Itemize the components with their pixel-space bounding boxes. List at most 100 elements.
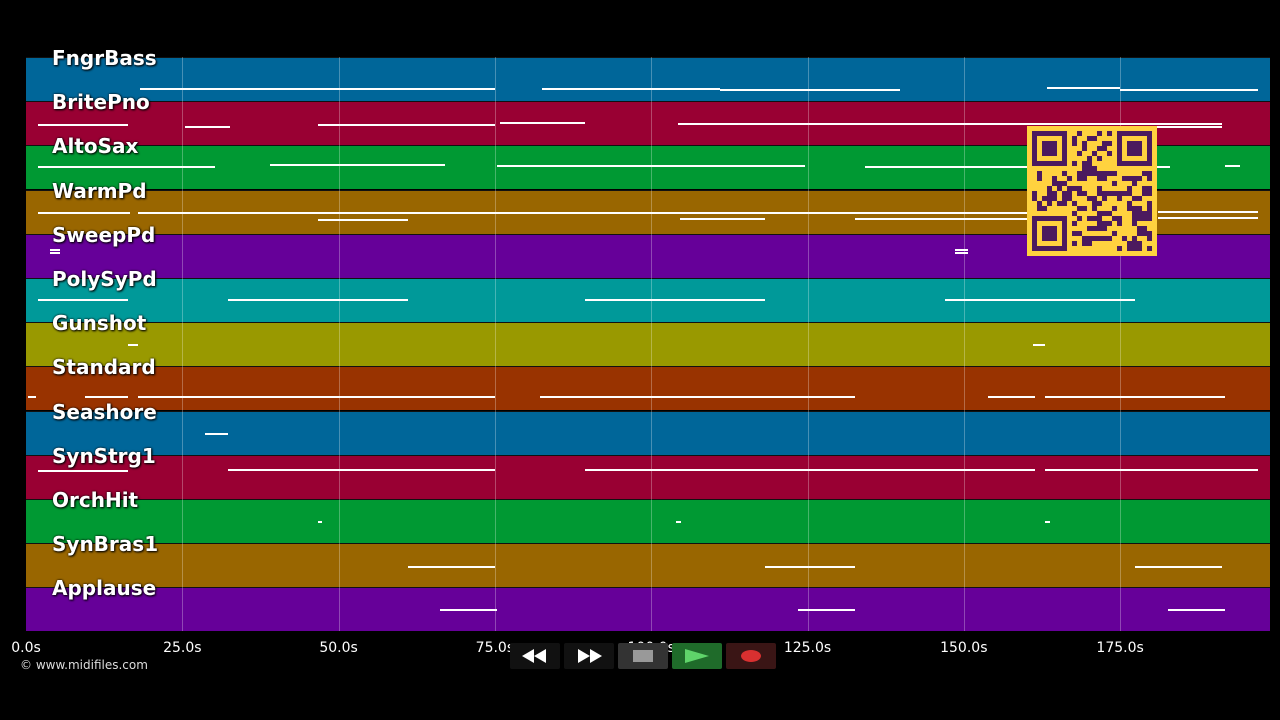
note-stroke [318, 521, 322, 523]
note-stroke [855, 218, 1030, 220]
transport-controls [510, 643, 776, 669]
note-stroke [497, 165, 805, 167]
note-stroke [676, 521, 681, 523]
note-stroke [38, 166, 215, 168]
track-lane-gunshot[interactable] [26, 322, 1270, 367]
track-label: Applause [52, 576, 157, 601]
fast-forward-icon [578, 649, 602, 663]
track-label: SynStrg1 [52, 443, 156, 468]
note-stroke [38, 470, 128, 472]
track-lane-fngrbass[interactable] [26, 57, 1270, 101]
note-stroke [1045, 521, 1050, 523]
note-stroke [28, 396, 36, 398]
note-stroke [1135, 566, 1222, 568]
rewind-icon [522, 649, 546, 663]
note-stroke [955, 252, 968, 254]
note-stroke [1168, 609, 1225, 611]
qr-code-icon [1032, 131, 1152, 251]
note-stroke [408, 566, 495, 568]
play-icon [685, 649, 709, 663]
track-label: AltoSax [52, 134, 139, 159]
note-stroke [798, 609, 855, 611]
track-lane-orchhit[interactable] [26, 499, 1270, 543]
time-tick-label: 75.0s [475, 640, 515, 656]
note-stroke [270, 164, 445, 166]
note-stroke [1045, 469, 1258, 471]
note-stroke [865, 166, 1170, 168]
fast-forward-button[interactable] [564, 643, 614, 669]
note-stroke [1158, 211, 1258, 213]
note-stroke [138, 396, 495, 398]
record-icon [741, 650, 761, 662]
track-label: Gunshot [52, 311, 147, 336]
note-stroke [38, 124, 128, 126]
track-label: Seashore [52, 399, 157, 424]
track-label: PolySyPd [52, 267, 157, 291]
gridline [494, 57, 496, 631]
note-stroke [440, 609, 497, 611]
note-stroke [228, 299, 408, 301]
note-stroke [185, 126, 230, 128]
note-stroke [500, 122, 585, 124]
gridline [182, 57, 184, 631]
track-lane-synbras1[interactable] [26, 543, 1270, 588]
note-stroke [1045, 396, 1225, 398]
play-button[interactable] [672, 643, 722, 669]
gridline [1120, 57, 1122, 631]
time-tick-label: 25.0s [163, 640, 202, 656]
track-lane-standard[interactable] [26, 366, 1270, 411]
gridline [807, 57, 809, 631]
track-lane-synstrg1[interactable] [26, 454, 1270, 499]
qr-code [1027, 126, 1157, 256]
note-stroke [765, 566, 855, 568]
note-stroke [1047, 87, 1120, 89]
record-button[interactable] [726, 643, 776, 669]
note-stroke [955, 249, 968, 251]
copyright-text: © www.midifiles.com [20, 658, 148, 672]
gridline [651, 57, 653, 631]
note-stroke [988, 396, 1035, 398]
note-stroke [1225, 165, 1240, 167]
note-stroke [50, 252, 60, 254]
note-stroke [85, 396, 128, 398]
note-stroke [140, 88, 495, 90]
note-stroke [50, 249, 60, 251]
note-stroke [228, 469, 495, 471]
note-stroke [720, 89, 900, 91]
note-stroke [128, 344, 138, 346]
note-stroke [318, 219, 408, 221]
note-stroke [945, 299, 1135, 301]
track-label: BritePno [52, 90, 150, 115]
gridline [963, 57, 965, 631]
track-label: WarmPd [52, 178, 147, 203]
rewind-button[interactable] [510, 643, 560, 669]
track-label: SweepPd [52, 222, 156, 247]
track-lane-applause[interactable] [26, 587, 1270, 632]
time-tick-label: 50.0s [319, 640, 358, 656]
stop-button[interactable] [618, 643, 668, 669]
note-stroke [680, 218, 765, 220]
track-lane-seashore[interactable] [26, 410, 1270, 455]
stop-icon [633, 650, 653, 662]
note-stroke [1158, 217, 1258, 219]
time-tick-label: 125.0s [783, 640, 832, 656]
note-stroke [38, 212, 130, 214]
note-stroke [38, 299, 128, 301]
track-label: SynBras1 [52, 532, 159, 557]
time-tick-label: 0.0s [11, 640, 41, 656]
note-stroke [678, 123, 1222, 125]
note-stroke [205, 433, 228, 435]
note-stroke [138, 212, 1030, 214]
track-label: Standard [52, 355, 156, 380]
time-tick-label: 150.0s [940, 640, 988, 656]
note-stroke [585, 299, 765, 301]
note-stroke [1033, 344, 1045, 346]
time-tick-label: 175.0s [1096, 640, 1144, 656]
note-stroke [540, 396, 855, 398]
note-stroke [585, 469, 1035, 471]
note-stroke [1120, 89, 1258, 91]
note-stroke [542, 88, 720, 90]
track-label: FngrBass [52, 46, 157, 70]
track-label: OrchHit [52, 488, 139, 512]
gridline [338, 57, 340, 631]
